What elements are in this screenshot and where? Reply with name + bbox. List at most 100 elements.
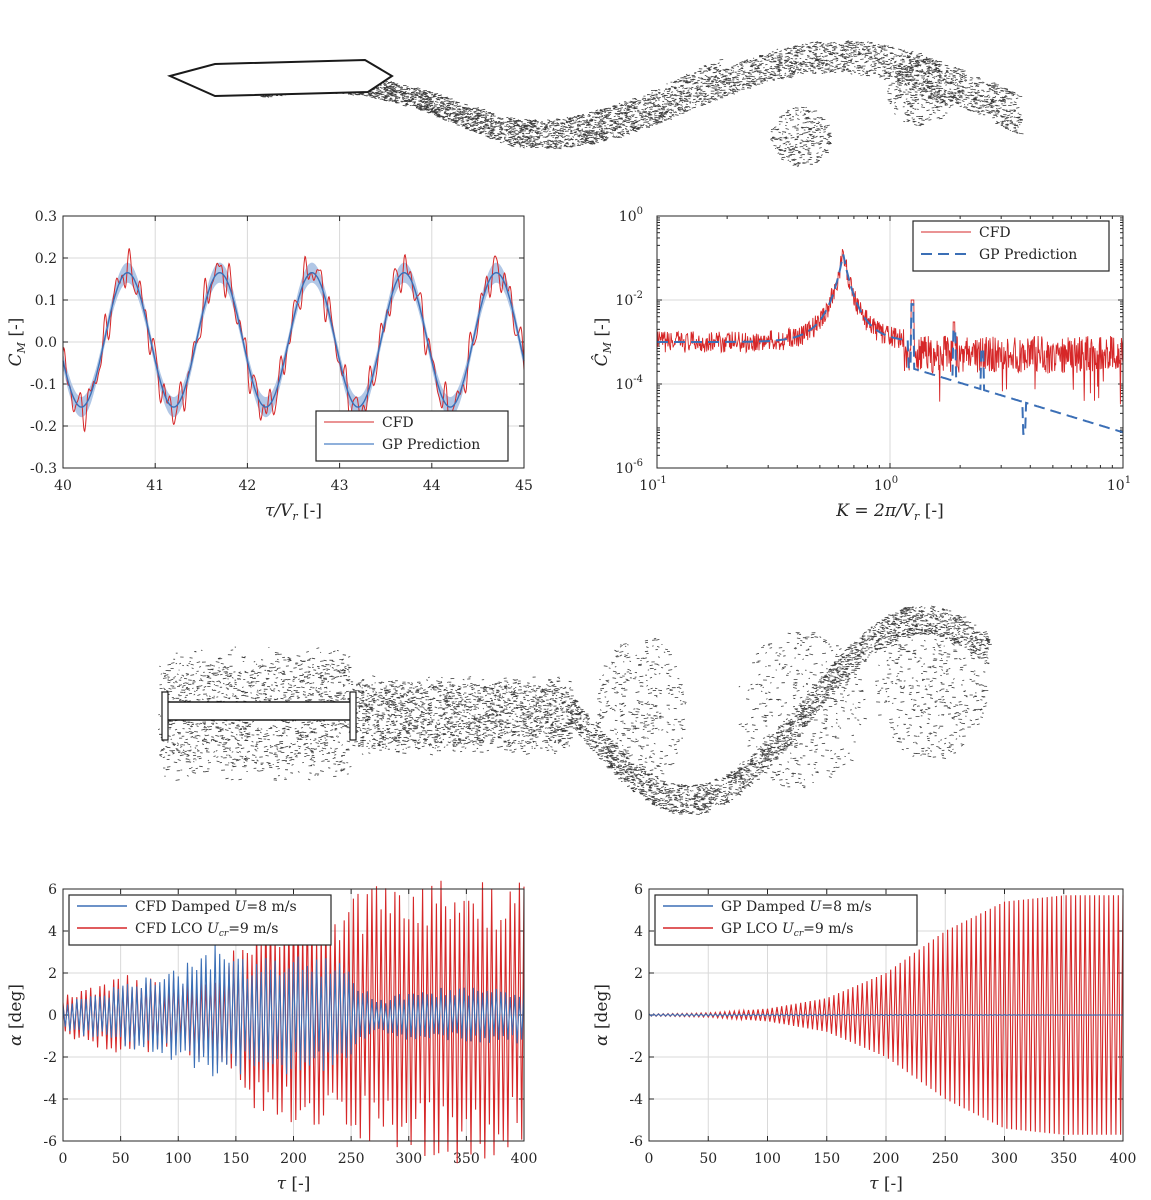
y-tick-label: -6 xyxy=(43,1134,57,1150)
hexagonal-deck-icon xyxy=(167,58,394,98)
chart-cm-time-history: 40 41 42 43 44 45 -0.3 -0.2 -0.1 0.0 0.1 0.2 0.3 τ/Vr… xyxy=(6,209,533,523)
x-axis-label: K = 2π/Vr [-] xyxy=(835,501,943,523)
x-tick-label: 200 xyxy=(873,1151,900,1167)
y-tick-label: 2 xyxy=(634,966,643,982)
h-section-deck-icon xyxy=(163,701,355,721)
y-axis-label: α [deg] xyxy=(6,984,26,1046)
legend-box xyxy=(315,410,509,462)
cfd-spectrum-line xyxy=(656,249,1124,405)
y-tick-label: 4 xyxy=(634,924,643,940)
legend-label: CFD LCO Ucr=9 m/s xyxy=(135,921,278,939)
axes-frame xyxy=(62,888,525,1142)
x-axis-label: τ [-] xyxy=(277,1174,311,1194)
x-tick-label: 100 xyxy=(874,475,898,494)
axes-frame xyxy=(648,888,1124,1142)
x-tick-label: 350 xyxy=(453,1151,480,1167)
legend-label: CFD Damped U=8 m/s xyxy=(135,899,297,915)
x-tick-label: 300 xyxy=(991,1151,1018,1167)
x-tick-label: 50 xyxy=(112,1151,130,1167)
y-tick-label: 100 xyxy=(619,206,643,225)
x-tick-label: 42 xyxy=(238,478,256,494)
y-tick-label: -2 xyxy=(43,1050,57,1066)
y-axis-label: CM [-] xyxy=(6,318,28,367)
wake-strokes xyxy=(260,40,1024,167)
x-tick-label: 101 xyxy=(1107,475,1131,494)
legend-label: CFD xyxy=(382,415,414,431)
lco-line xyxy=(648,895,1124,1135)
x-tick-label: 100 xyxy=(165,1151,192,1167)
y-tick-label: 0.1 xyxy=(35,293,57,309)
y-tick-label: 6 xyxy=(48,882,57,898)
y-tick-label: 0.3 xyxy=(35,209,57,225)
x-tick-label: 44 xyxy=(423,478,441,494)
legend-label: GP Damped U=8 m/s xyxy=(721,899,872,915)
y-tick-label: 6 xyxy=(634,882,643,898)
x-tick-label: 45 xyxy=(515,478,533,494)
legend: CFD GP Prediction xyxy=(912,220,1110,272)
cfd-line xyxy=(62,248,525,433)
x-tick-label: 50 xyxy=(699,1151,717,1167)
x-tick-label: 150 xyxy=(813,1151,840,1167)
legend-label: CFD xyxy=(979,225,1011,241)
legend: GP Damped U=8 m/s GP LCO Ucr=9 m/s xyxy=(654,894,918,946)
axes-frame xyxy=(656,215,1124,469)
chart-alpha-cfd: 0 50 100 150 200 250 300 350 400 -6 -4 -2 0 2 4 6 τ [-] α… xyxy=(6,880,538,1194)
legend-box xyxy=(654,894,918,946)
y-tick-label: -4 xyxy=(629,1092,643,1108)
y-tick-label: -0.2 xyxy=(30,419,57,435)
x-tick-label: 400 xyxy=(511,1151,538,1167)
y-tick-label: -0.1 xyxy=(30,377,57,393)
legend-label: GP LCO Ucr=9 m/s xyxy=(721,921,853,939)
y-tick-label: -4 xyxy=(43,1092,57,1108)
x-tick-label: 0 xyxy=(59,1151,68,1167)
wake-visualization-hexagonal xyxy=(167,40,1024,167)
chart-alpha-gp: 0 50 100 150 200 250 300 350 400 -6 -4 -2 0 2 4 6 τ [-] α… xyxy=(592,882,1137,1194)
gp-prediction-line xyxy=(62,271,525,408)
deck-web-left xyxy=(161,691,169,741)
x-tick-label: 0 xyxy=(645,1151,654,1167)
y-tick-label: -2 xyxy=(629,1050,643,1066)
deck-web-right xyxy=(349,691,357,741)
x-axis-label: τ/Vr [-] xyxy=(265,501,322,523)
x-tick-label: 400 xyxy=(1110,1151,1137,1167)
vortex-particles xyxy=(260,40,1024,167)
gp-spectrum-line xyxy=(657,254,1124,435)
legend: CFD Damped U=8 m/s CFD LCO Ucr=9 m/s xyxy=(68,894,332,946)
chart-cm-spectrum: 10-1 100 101 10-6 10-4 10-2 100 K = 2π/Vr [-] ĈM… xyxy=(591,206,1131,523)
y-tick-label: 4 xyxy=(48,924,57,940)
y-tick-label: 0.0 xyxy=(35,335,57,351)
y-tick-label: 2 xyxy=(48,966,57,982)
x-tick-label: 150 xyxy=(223,1151,250,1167)
legend: CFD GP Prediction xyxy=(315,410,509,462)
x-axis-label: τ [-] xyxy=(869,1174,903,1194)
x-tick-label: 250 xyxy=(932,1151,959,1167)
legend-label: GP Prediction xyxy=(979,247,1077,263)
y-tick-label: 0 xyxy=(48,1008,57,1024)
x-tick-label: 250 xyxy=(338,1151,365,1167)
x-tick-label: 40 xyxy=(54,478,72,494)
legend-box xyxy=(912,220,1110,272)
wake-visualization-h-section xyxy=(157,605,992,815)
x-tick-label: 200 xyxy=(280,1151,307,1167)
y-tick-label: 0 xyxy=(634,1008,643,1024)
x-tick-label: 300 xyxy=(395,1151,422,1167)
y-tick-label: 10-6 xyxy=(615,458,643,477)
legend-box xyxy=(68,894,332,946)
y-tick-label: -0.3 xyxy=(30,461,57,477)
x-tick-label: 43 xyxy=(331,478,349,494)
y-axis-label: ĈM [-] xyxy=(591,318,614,367)
y-tick-label: -6 xyxy=(629,1134,643,1150)
x-tick-label: 41 xyxy=(146,478,164,494)
y-axis-label: α [deg] xyxy=(592,984,612,1046)
x-tick-label: 350 xyxy=(1050,1151,1077,1167)
y-tick-label: 0.2 xyxy=(35,251,57,267)
x-tick-label: 100 xyxy=(754,1151,781,1167)
y-tick-label: 10-4 xyxy=(615,374,643,393)
x-tick-label: 10-1 xyxy=(639,475,667,494)
y-tick-label: 10-2 xyxy=(615,290,643,309)
damped-line xyxy=(648,1013,1123,1017)
legend-label: GP Prediction xyxy=(382,437,480,453)
damped-line xyxy=(62,945,525,1077)
axes-frame xyxy=(62,215,525,469)
